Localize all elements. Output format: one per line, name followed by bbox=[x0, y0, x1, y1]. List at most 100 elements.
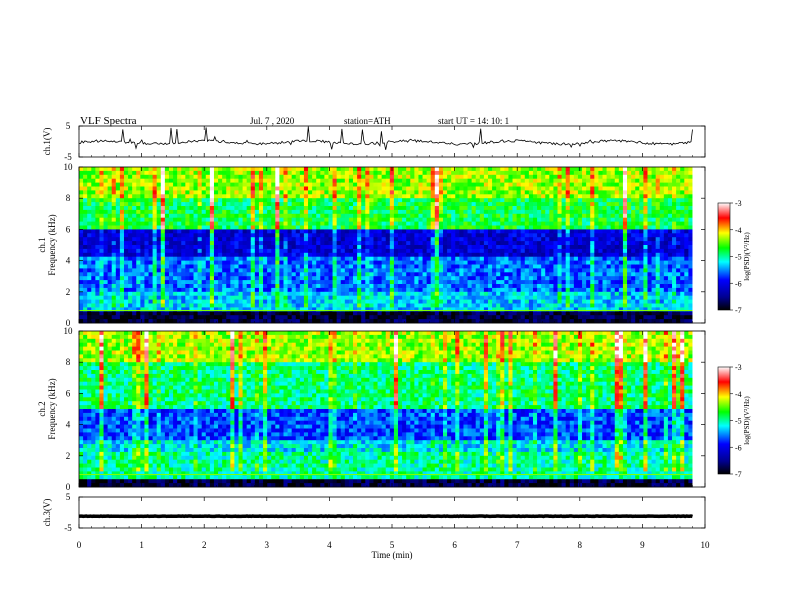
ch1-spectrogram-cell bbox=[455, 178, 460, 183]
ch1-spectrogram-cell bbox=[308, 295, 313, 300]
ch1-spectrogram-cell bbox=[91, 245, 96, 250]
ch1-spectrogram-cell bbox=[434, 272, 440, 277]
ch1-spectrogram-cell bbox=[459, 167, 464, 172]
ch1-spectrogram-cell bbox=[389, 260, 395, 265]
ch1-spectrogram-cell bbox=[177, 170, 182, 176]
ch1-spectrogram-cell bbox=[549, 167, 554, 172]
ch1-spectrogram-cell bbox=[508, 182, 513, 187]
ch1-spectrogram-cell bbox=[287, 268, 293, 273]
ch1-spectrogram-cell bbox=[357, 276, 362, 281]
ch1-spectrogram-cell bbox=[410, 280, 415, 285]
ch1-spectrogram-cell bbox=[123, 311, 129, 316]
ch1-spectrogram-cell bbox=[193, 202, 199, 207]
ch1-spectrogram-cell bbox=[373, 225, 378, 230]
ch1-spectrogram-cell bbox=[385, 194, 391, 199]
ch1-spectrogram-cell bbox=[483, 252, 489, 258]
ch1-spectrogram-cell bbox=[520, 241, 526, 246]
ch1-spectrogram-cell bbox=[152, 206, 158, 211]
ch1-spectrogram-cell bbox=[160, 256, 166, 261]
ch1-spectrogram-cell bbox=[279, 209, 284, 215]
ch1-spectrogram-cell bbox=[443, 202, 448, 207]
ch1-spectrogram-cell bbox=[553, 248, 558, 254]
ch1-spectrogram-cell bbox=[103, 209, 109, 215]
ch1-spectrogram-cell bbox=[291, 190, 297, 195]
ch1-spectrogram-cell bbox=[320, 319, 325, 324]
ch1-spectrogram-cell bbox=[213, 248, 219, 254]
ch1-spectrogram-cell bbox=[389, 229, 395, 234]
ch1-spectrogram-cell bbox=[238, 209, 243, 215]
ch1-spectrogram-cell bbox=[79, 260, 84, 265]
ch1-spectrogram-cell bbox=[561, 245, 567, 250]
ch1-spectrogram-cell bbox=[422, 319, 428, 324]
ch1-spectrogram-cell bbox=[496, 237, 501, 242]
ch1-spectrogram-cell bbox=[516, 284, 522, 289]
ch1-spectrogram-cell bbox=[377, 287, 383, 293]
ch1-spectrogram-cell bbox=[189, 178, 194, 183]
ch1-spectrogram-cell bbox=[263, 284, 268, 289]
ch1-spectrogram-cell bbox=[299, 248, 305, 254]
ch1-spectrogram-cell bbox=[287, 284, 293, 289]
ch1-spectrogram-cell bbox=[267, 217, 272, 222]
ch1-spectrogram-cell bbox=[553, 287, 558, 293]
ch1-spectrogram-cell bbox=[385, 311, 391, 316]
ch1-spectrogram-cell bbox=[336, 202, 342, 207]
ch1-spectrogram-cell bbox=[213, 221, 219, 226]
ch1-spectrogram-cell bbox=[250, 315, 256, 320]
ch1-spectrogram-cell bbox=[418, 276, 423, 281]
ch1-spectrogram-cell bbox=[254, 225, 260, 230]
ch1-spectrogram-cell bbox=[573, 303, 579, 308]
ch1-spectrogram-cell bbox=[308, 198, 313, 203]
ch1-spectrogram-cell bbox=[541, 213, 546, 219]
ch1-spectrogram-cell bbox=[541, 264, 546, 269]
ch1-spectrogram-cell bbox=[173, 167, 178, 172]
ch1-spectrogram-cell bbox=[115, 178, 121, 183]
ch1-spectrogram-cell bbox=[545, 229, 550, 234]
ch1-spectrogram-cell bbox=[557, 237, 562, 242]
ch1-spectrogram-cell bbox=[299, 276, 305, 281]
ch1-spectrogram-cell bbox=[258, 319, 264, 324]
ch1-spectrogram-cell bbox=[140, 264, 145, 269]
ch1-spectrogram-cell bbox=[295, 229, 301, 234]
ch1-spectrogram-cell bbox=[320, 233, 325, 238]
ch1-spectrogram-cell bbox=[528, 229, 534, 234]
ch1-spectrogram-cell bbox=[369, 182, 374, 187]
ch1-spectrogram-cell bbox=[209, 319, 215, 324]
ch1-spectrogram-cell bbox=[496, 190, 501, 195]
ch1-spectrogram-cell bbox=[152, 213, 158, 219]
ch1-spectrogram-cell bbox=[348, 295, 354, 300]
ch1-spectrogram-cell bbox=[189, 182, 194, 187]
ch1-spectrogram-cell bbox=[242, 268, 248, 273]
ch1-spectrogram-cell bbox=[438, 170, 444, 176]
ch1-spectrogram-cell bbox=[447, 229, 452, 234]
ch1-spectrogram-cell bbox=[508, 237, 513, 242]
ch1-spectrogram-cell bbox=[418, 299, 423, 304]
ch1-spectrogram-cell bbox=[185, 268, 190, 273]
ch1-spectrogram-cell bbox=[173, 311, 178, 316]
ch1-spectrogram-cell bbox=[242, 170, 248, 176]
ch1-spectrogram-cell bbox=[545, 284, 550, 289]
ch1-spectrogram-cell bbox=[103, 307, 109, 312]
ch1-spectrogram-cell bbox=[197, 182, 203, 187]
ch1-spectrogram-cell bbox=[398, 272, 403, 277]
ch1-spectrogram-cell bbox=[357, 268, 362, 273]
ch1-spectrogram-cell bbox=[443, 194, 448, 199]
ch1-spectrogram-cell bbox=[528, 194, 534, 199]
ch1-spectrogram-cell bbox=[79, 248, 84, 254]
ch1-spectrogram-cell bbox=[520, 268, 526, 273]
ch1-spectrogram-cell bbox=[181, 217, 186, 222]
ch1-spectrogram-cell bbox=[377, 280, 383, 285]
ch1-spectrogram-cell bbox=[430, 307, 436, 312]
ch1-spectrogram-cell bbox=[254, 319, 260, 324]
ch1-spectrogram-cell bbox=[557, 268, 562, 273]
ch1-spectrogram-cell bbox=[209, 225, 215, 230]
ch1-spectrogram-cell bbox=[258, 287, 264, 293]
ch1-spectrogram-cell bbox=[83, 198, 88, 203]
ch1-spectrogram-cell bbox=[148, 186, 154, 191]
ch1-spectrogram-cell bbox=[107, 237, 113, 242]
ch1-spectrogram-cell bbox=[263, 221, 268, 226]
ch1-spectrogram-cell bbox=[402, 315, 407, 320]
ch1-spectrogram-cell bbox=[463, 206, 468, 211]
ch1-spectrogram-cell bbox=[496, 299, 501, 304]
ch1-spectrogram-cell bbox=[365, 256, 370, 261]
ch1-spectrogram-cell bbox=[254, 198, 260, 203]
